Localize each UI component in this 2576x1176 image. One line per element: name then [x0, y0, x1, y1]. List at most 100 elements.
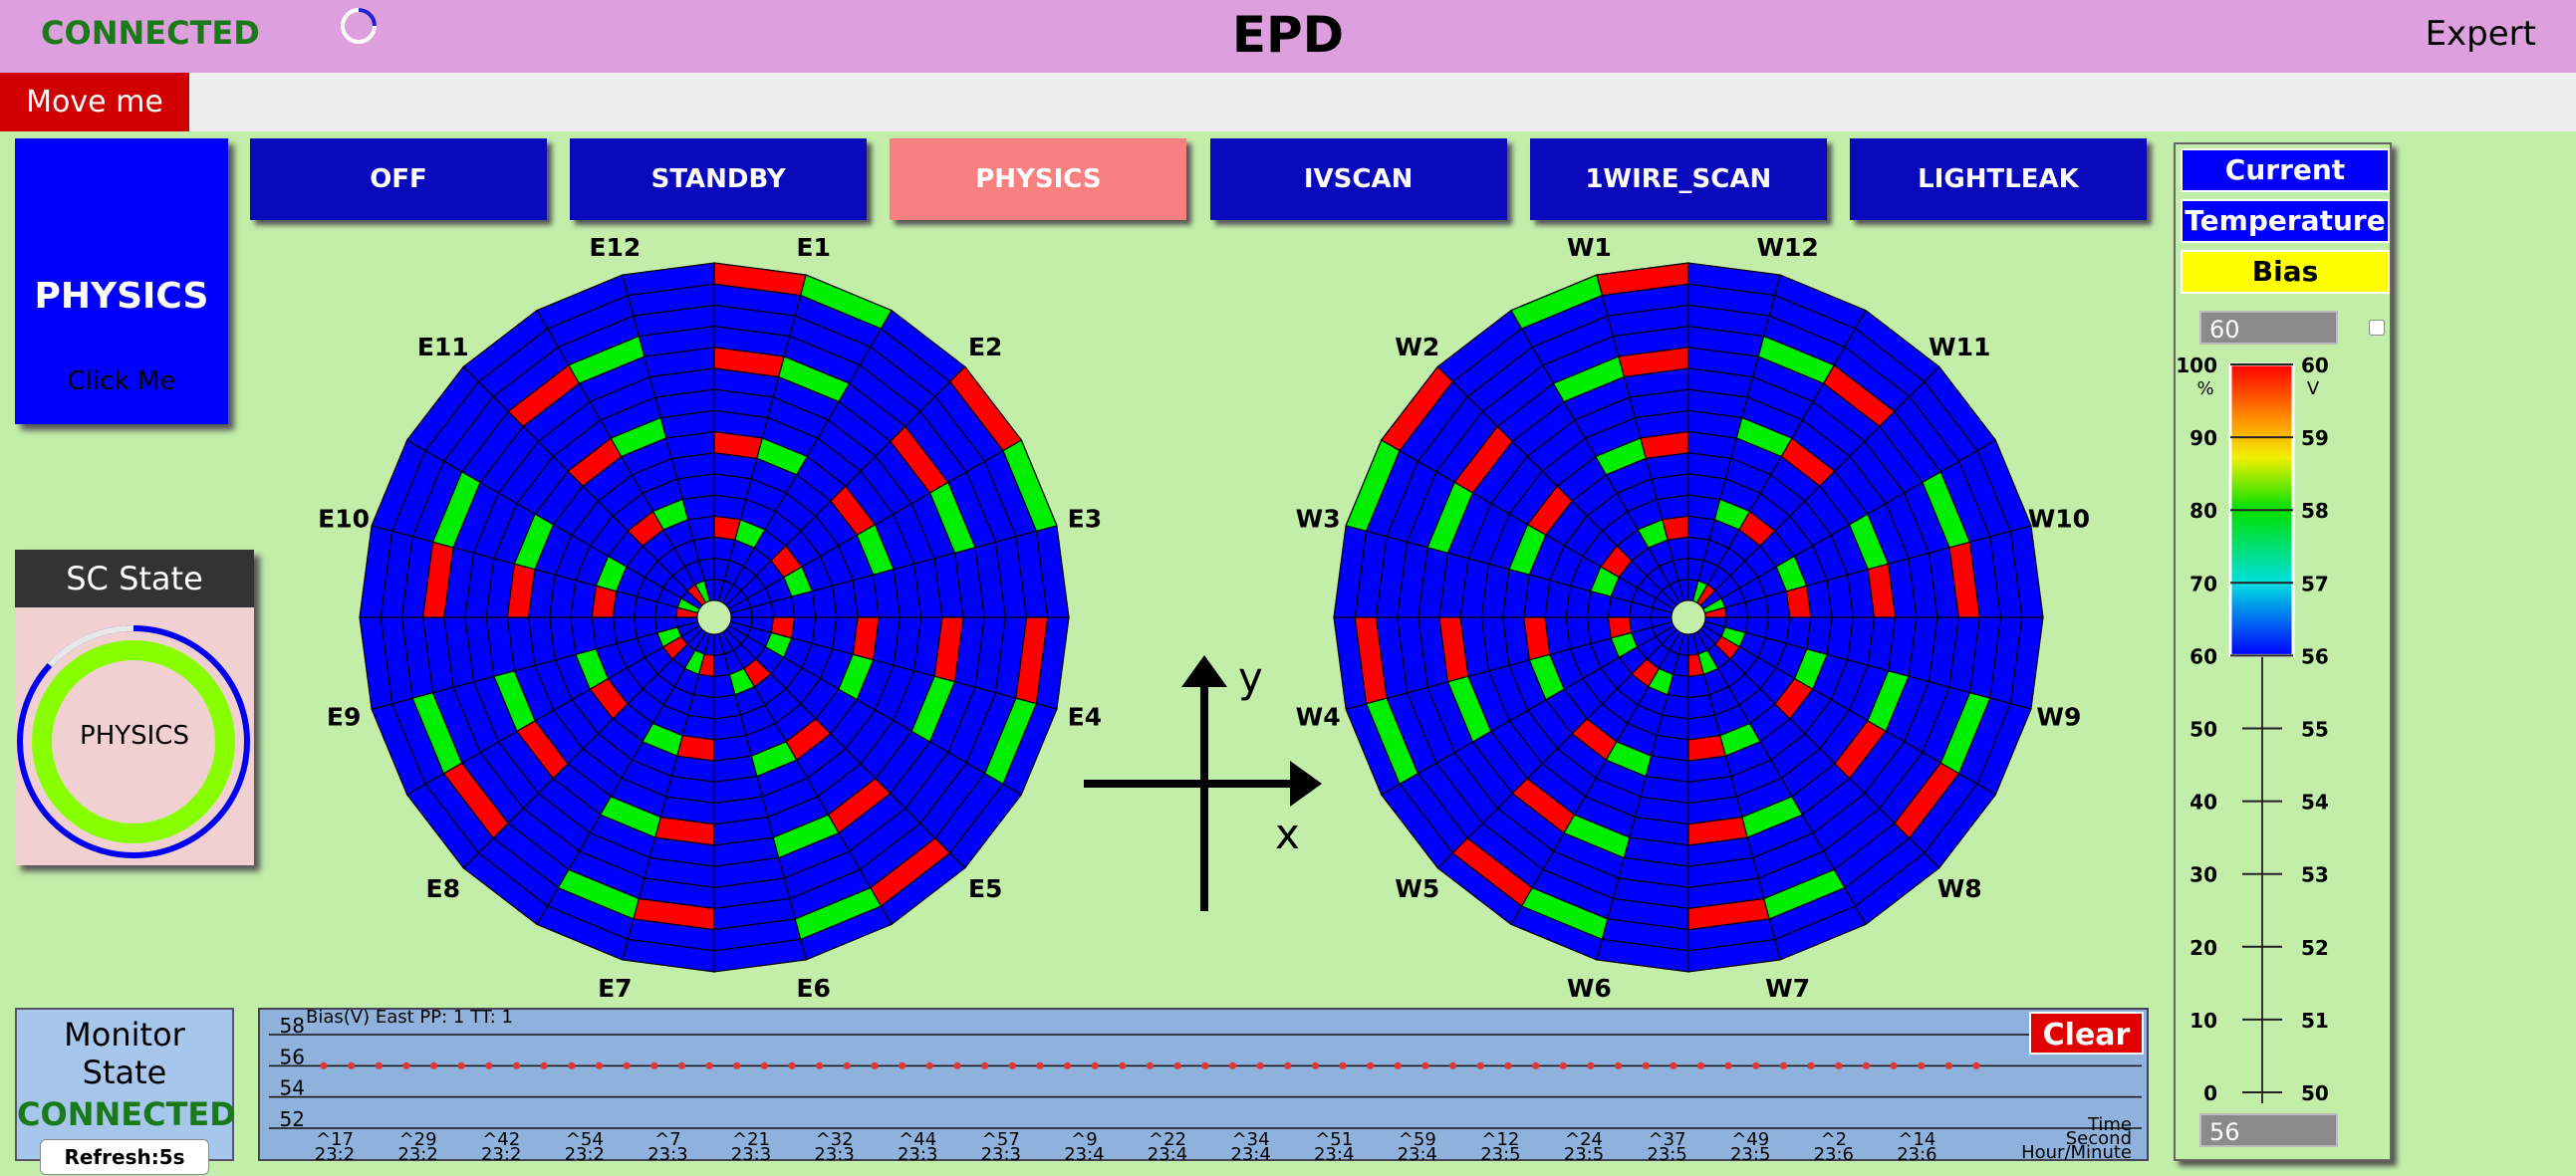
- tile: [522, 382, 591, 442]
- tile: [589, 375, 656, 421]
- tile: [785, 718, 832, 762]
- tile: [1616, 722, 1658, 758]
- expert-link[interactable]: Expert: [2425, 14, 2536, 54]
- tile: [785, 667, 822, 705]
- tile: [507, 808, 581, 871]
- tile: [1646, 643, 1671, 670]
- mode-button[interactable]: LIGHTLEAK: [1850, 138, 2147, 220]
- tile: [860, 720, 913, 780]
- tile: [1612, 325, 1689, 357]
- side-button[interactable]: Current: [2181, 148, 2390, 192]
- refresh-button[interactable]: Refresh:5s: [40, 1139, 209, 1175]
- tile: [567, 335, 645, 384]
- sector-label: E9: [327, 703, 361, 732]
- tile-highlight: [1719, 722, 1761, 758]
- tile: [1487, 664, 1529, 722]
- tile-highlight: [933, 616, 964, 683]
- mode-button[interactable]: STANDBY: [570, 138, 868, 220]
- tile: [795, 455, 847, 502]
- tile: [1651, 597, 1675, 614]
- tile: [1466, 346, 1544, 412]
- tile: [1762, 868, 1846, 920]
- tile-highlight: [654, 816, 715, 846]
- tile: [1727, 529, 1761, 562]
- checkbox[interactable]: [2369, 320, 2385, 336]
- tile-highlight: [1647, 667, 1674, 696]
- tile: [462, 851, 549, 926]
- tile: [1769, 733, 1821, 780]
- tile: [371, 702, 426, 796]
- tile-highlight: [852, 616, 880, 661]
- tile: [815, 500, 859, 547]
- tile: [452, 680, 500, 754]
- sector-label: E6: [796, 974, 830, 1003]
- tile: [620, 759, 672, 798]
- sector-label: E10: [318, 504, 370, 533]
- tile: [1365, 697, 1419, 786]
- tile: [1616, 529, 1650, 562]
- tile: [1687, 409, 1743, 439]
- tile: [1586, 492, 1629, 532]
- tile: [739, 704, 777, 737]
- tile: [1687, 938, 1781, 973]
- tile: [534, 709, 584, 765]
- tile-highlight: [1600, 545, 1633, 579]
- tile: [1015, 616, 1049, 705]
- tile: [493, 670, 536, 733]
- mode-button[interactable]: IVSCAN: [1209, 138, 1507, 220]
- tile: [880, 309, 966, 383]
- tile: [1565, 616, 1592, 650]
- tile: [582, 733, 634, 780]
- tile: [893, 502, 935, 565]
- tile: [477, 837, 559, 907]
- tile: [591, 616, 618, 650]
- tile: [694, 630, 711, 655]
- tile: [1909, 773, 1978, 854]
- tile: [1687, 347, 1759, 378]
- tile-highlight: [411, 691, 463, 775]
- side-button[interactable]: Temperature: [2181, 199, 2390, 243]
- tile: [662, 518, 694, 549]
- mode-button[interactable]: 1WIRE_SCAN: [1529, 138, 1827, 220]
- tile: [934, 773, 1004, 854]
- tile: [1601, 283, 1689, 317]
- tile: [1453, 425, 1513, 494]
- tile: [713, 755, 758, 783]
- tile: [1496, 793, 1565, 852]
- tile: [1600, 545, 1633, 579]
- tile: [1687, 735, 1727, 762]
- tile: [1345, 702, 1401, 796]
- tile-highlight: [675, 606, 699, 618]
- tile: [713, 388, 774, 419]
- tile: [1867, 502, 1910, 565]
- mode-button[interactable]: PHYSICS: [890, 138, 1187, 220]
- tile: [1976, 702, 2032, 796]
- tile: [1744, 616, 1770, 639]
- tile: [1923, 783, 1997, 869]
- tile: [1793, 648, 1829, 690]
- tile-highlight: [507, 363, 581, 427]
- sector-label: W3: [1296, 504, 1341, 533]
- tile: [1406, 470, 1455, 549]
- mode-button[interactable]: OFF: [250, 138, 547, 220]
- tile: [534, 470, 584, 526]
- min-input[interactable]: 56: [2199, 1113, 2338, 1147]
- tile: [1867, 670, 1910, 733]
- tile: [534, 523, 573, 576]
- tile: [890, 425, 949, 494]
- max-input[interactable]: 60: [2199, 311, 2338, 345]
- tile: [1687, 694, 1716, 720]
- tile: [578, 355, 651, 403]
- physics-button[interactable]: PHYSICS Click Me: [15, 138, 228, 424]
- tile: [1759, 667, 1796, 705]
- tile: [755, 560, 785, 589]
- tile: [1573, 396, 1636, 439]
- tile: [1922, 470, 1971, 549]
- tile: [1746, 814, 1814, 859]
- clear-button[interactable]: Clear: [2029, 1012, 2144, 1055]
- tile: [1812, 793, 1881, 852]
- tile: [870, 328, 951, 397]
- move-button[interactable]: Move me: [0, 73, 189, 131]
- side-button[interactable]: Bias: [2181, 250, 2390, 294]
- tile: [1489, 455, 1543, 515]
